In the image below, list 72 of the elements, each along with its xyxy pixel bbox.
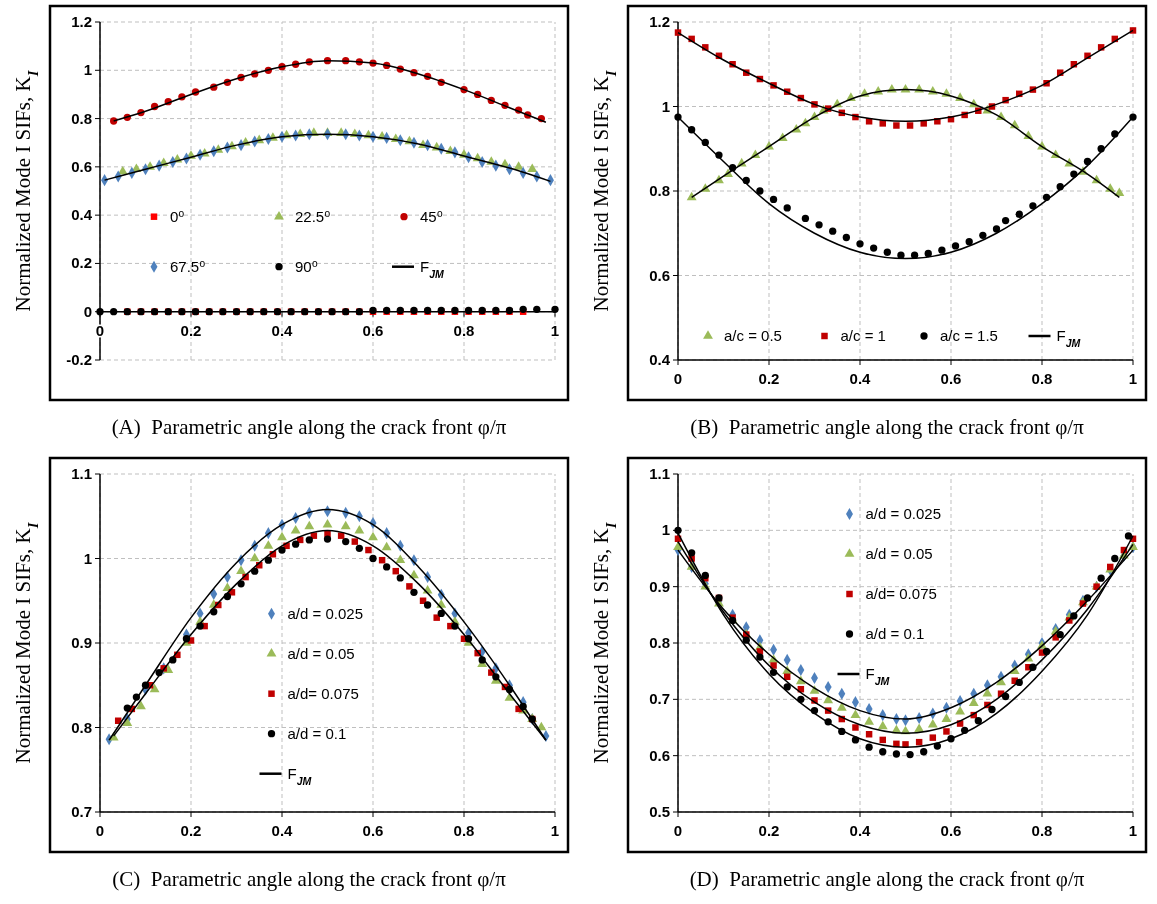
y-tick-label: 0.8 (649, 634, 670, 651)
x-tick-label: 1 (550, 321, 560, 339)
y-tick-label: 0.4 (649, 351, 671, 368)
x-tick-label: 0 (673, 370, 683, 387)
x-tick-label: 1 (1128, 370, 1138, 387)
legend-label: a/d = 0.1 (287, 724, 347, 742)
y-tick-label: 0.6 (649, 266, 670, 284)
x-tick-label: 0.6 (362, 822, 384, 839)
x-tick-label: 0.4 (271, 321, 294, 339)
y-tick-label: -0.2 (66, 351, 92, 368)
x-tick-label: 0.4 (849, 822, 872, 839)
x-tick-label: 0.8 (453, 822, 475, 839)
y-tick-label: 1 (83, 61, 92, 79)
y-tick-label: 0 (83, 302, 92, 320)
y-tick-label: 0.6 (71, 157, 92, 175)
legend-label: F$_{JM}$ (865, 665, 890, 687)
x-axis-title: (B) Parametric angle along the crack front φ/π (690, 415, 1085, 439)
x-tick-label: 0.8 (453, 321, 475, 339)
x-axis-title: (D) Parametric angle along the crack front φ/π (689, 867, 1085, 891)
y-tick-label: 1.1 (71, 465, 92, 482)
y-tick-label: 0.2 (71, 254, 92, 272)
x-tick-label: 0.2 (758, 370, 780, 387)
y-tick-label: 1.1 (649, 465, 670, 482)
legend-label: a/d = 0.025 (865, 505, 941, 522)
legend-label: a/c = 1.5 (940, 327, 998, 344)
x-tick-label: 0 (95, 822, 105, 839)
y-tick-label: 0.8 (649, 182, 670, 199)
y-tick-label: 0.6 (649, 746, 670, 764)
x-tick-label: 1 (1128, 822, 1138, 839)
legend-label: 22.5⁰ (295, 207, 331, 225)
legend-label: 0⁰ (170, 207, 185, 225)
x-tick-label: 0 (673, 822, 683, 839)
legend-label: F$_{JM}$ (287, 764, 312, 787)
x-tick-label: 0.4 (271, 822, 294, 839)
legend-label: a/d= 0.075 (287, 684, 359, 702)
x-tick-label: 1 (550, 822, 560, 839)
legend-label: a/c = 1 (840, 327, 886, 344)
x-tick-label: 0.2 (180, 822, 202, 839)
x-tick-label: 0.2 (758, 822, 780, 839)
x-tick-label: 0.4 (849, 370, 872, 387)
y-tick-label: 0.9 (71, 634, 92, 651)
legend-label: 90⁰ (295, 257, 318, 275)
legend-label: a/d = 0.05 (865, 545, 933, 562)
x-axis-title: (C) Parametric angle along the crack front φ/π (112, 867, 507, 891)
legend-label: F$_{JM}$ (1056, 327, 1081, 349)
y-tick-label: 0.4 (71, 206, 93, 224)
legend-label: a/c = 0.5 (724, 327, 782, 344)
y-tick-label: 1 (661, 97, 670, 115)
y-tick-label: 0.5 (649, 803, 670, 820)
x-tick-label: 0.2 (180, 321, 202, 339)
legend-label: 67.5⁰ (170, 257, 206, 275)
legend-label: 45⁰ (420, 207, 443, 225)
x-axis-title: (A) Parametric angle along the crack front φ/π (111, 415, 507, 439)
x-tick-label: 0.6 (940, 822, 962, 839)
y-tick-label: 0.7 (71, 803, 92, 820)
legend-label: a/d = 0.1 (865, 625, 925, 642)
y-tick-label: 1.2 (71, 13, 92, 30)
y-tick-label: 0.8 (71, 718, 92, 736)
x-tick-label: 0.6 (362, 321, 384, 339)
x-tick-label: 0.8 (1031, 822, 1053, 839)
y-tick-label: 1 (661, 521, 670, 539)
y-tick-label: 1.2 (649, 13, 670, 30)
x-tick-label: 0.6 (940, 370, 962, 387)
legend-label: a/d = 0.05 (287, 644, 355, 662)
y-tick-label: 1 (83, 549, 92, 567)
y-tick-label: 0.7 (649, 690, 670, 708)
y-tick-label: 0.9 (649, 577, 670, 595)
x-tick-label: 0.8 (1031, 370, 1053, 387)
y-tick-label: 0.8 (71, 109, 92, 127)
legend-label: F$_{JM}$ (420, 257, 445, 280)
legend-label: a/d = 0.025 (287, 604, 363, 622)
legend-label: a/d= 0.075 (865, 585, 937, 602)
